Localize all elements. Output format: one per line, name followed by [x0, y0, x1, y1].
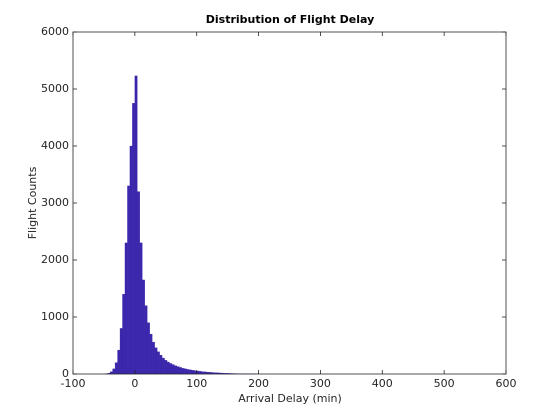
x-tick-label: 100	[186, 377, 207, 390]
bar	[129, 145, 133, 375]
y-tick-label: 3000	[41, 196, 69, 209]
bar	[166, 361, 170, 375]
y-tick-label: 1000	[41, 310, 69, 323]
bar	[189, 369, 192, 375]
bar	[184, 368, 187, 375]
x-tick-label: -100	[61, 377, 86, 390]
bar	[186, 369, 190, 375]
bar	[152, 341, 155, 375]
x-tick-label: 600	[496, 377, 517, 390]
y-axis-label: Flight Counts	[26, 166, 39, 239]
x-tick-label: 500	[434, 377, 455, 390]
bar	[142, 279, 145, 375]
chart-title: Distribution of Flight Delay	[206, 13, 375, 26]
bar	[154, 347, 158, 375]
bar	[171, 364, 175, 375]
bar	[122, 294, 126, 375]
bar	[124, 242, 128, 375]
bar	[114, 362, 118, 375]
bar	[117, 349, 121, 375]
x-tick-label: 400	[372, 377, 393, 390]
bar	[147, 322, 150, 375]
bar	[164, 360, 168, 375]
bar	[179, 367, 183, 375]
bar	[176, 366, 180, 375]
bar	[112, 368, 116, 375]
bar	[139, 242, 143, 375]
bar	[159, 355, 163, 375]
x-tick-label: 300	[310, 377, 331, 390]
bar	[149, 333, 153, 375]
bar	[119, 328, 123, 375]
bar	[144, 305, 148, 375]
bar	[169, 363, 173, 375]
x-tick-label: 200	[248, 377, 269, 390]
bar	[181, 368, 185, 375]
bar	[191, 370, 195, 375]
bar	[156, 351, 160, 375]
x-axis-label: Arrival Delay (min)	[238, 392, 342, 405]
y-tick-label: 6000	[41, 25, 69, 38]
y-tick-label: 4000	[41, 139, 69, 152]
bar	[134, 75, 138, 375]
x-tick-label: 0	[131, 377, 138, 390]
bar	[161, 357, 165, 375]
bar	[132, 103, 136, 375]
bar	[137, 191, 140, 375]
y-tick-label: 5000	[41, 82, 69, 95]
y-tick-label: 2000	[41, 253, 69, 266]
bar	[174, 365, 178, 375]
y-tick-label: 0	[62, 367, 69, 380]
bar	[127, 185, 131, 375]
